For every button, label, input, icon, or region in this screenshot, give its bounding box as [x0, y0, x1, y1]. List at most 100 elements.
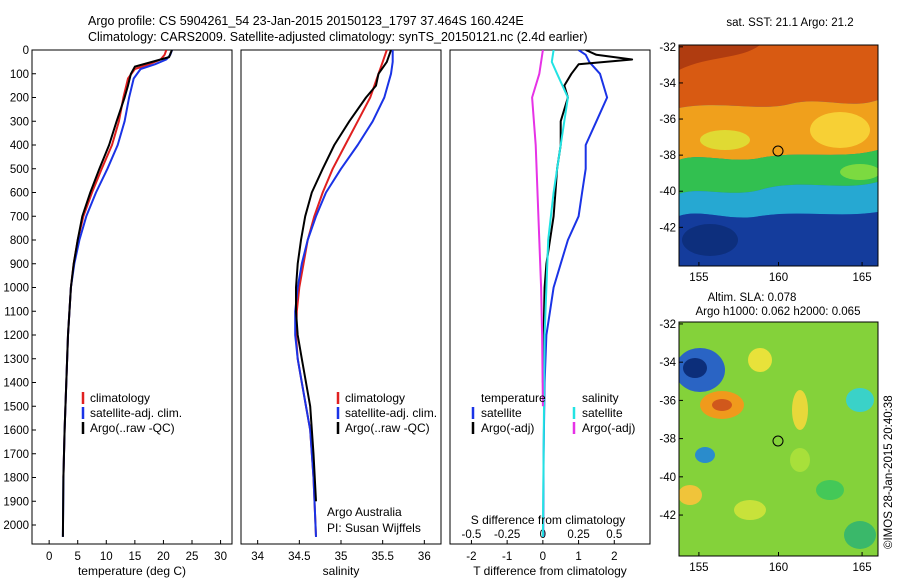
depth-tick-label: 700 [10, 211, 29, 223]
legend-climatology-label: climatology [90, 391, 150, 405]
depth-tick-label: 1900 [3, 496, 29, 508]
series-line [541, 50, 634, 383]
depth-axis: 0 100 200 300 400 500 600 700 800 900 1000 1100 1200… [3, 45, 36, 532]
series-line [295, 50, 392, 502]
depth-tick-label: 1200 [3, 330, 29, 342]
legend-s-argo-label: Argo(-adj) [582, 421, 635, 435]
sst-argo-location-marker [772, 145, 784, 157]
map-y-tick-label: -32 [659, 319, 676, 331]
depth-tick-label: 0 [23, 45, 29, 57]
depth-tick-label: 1800 [3, 473, 29, 485]
series-group [61, 50, 173, 537]
sst-map-axes: 155 160 165 -32 -34 -36 -38 -40 -42 [659, 42, 871, 284]
salinity-axes-frame [240, 49, 442, 545]
imos-watermark: ©IMOS 28-Jan-2015 20:40:38 [883, 395, 895, 549]
depth-tick-label: 2000 [3, 520, 29, 532]
legend-argo-label: Argo(..raw -QC) [90, 421, 175, 435]
x-tick-label: 35.5 [371, 551, 393, 563]
legend-argo-label: Argo(..raw -QC) [345, 421, 430, 435]
salinity-panel: 34 34.5 35 35.5 36 salinity climatology sate… [240, 49, 442, 578]
map-x-tick-label: 165 [852, 272, 871, 284]
temperature-panel: 0100200300400500600700800900100011001200… [3, 45, 233, 578]
depth-tick-label: 1700 [3, 449, 29, 461]
legend-temperature-title: temperature [481, 391, 546, 405]
salinity-series [294, 50, 394, 537]
series-group [294, 50, 394, 537]
map-y-tick-label: -40 [659, 186, 676, 198]
legend-climatology-label: climatology [345, 391, 405, 405]
map-y-tick-label: -36 [659, 395, 676, 407]
legend-t-satellite-label: satellite [481, 406, 522, 420]
legend-s-satellite-label: satellite [582, 406, 623, 420]
map-y-tick-label: -42 [659, 510, 676, 522]
x-tick-label: -1 [502, 551, 512, 563]
map-y-tick-label: -38 [659, 150, 676, 162]
x-tick-label: 36 [418, 551, 431, 563]
temperature-xlabel: temperature (deg C) [78, 564, 186, 578]
s-tick-label: 0.5 [606, 529, 622, 541]
sla-map-axes: 155 160 165 -32 -34 -36 -38 -40 -42 [659, 319, 871, 574]
figure-title-line2: Climatology: CARS2009. Satellite-adjuste… [88, 30, 588, 44]
depth-tick-label: 100 [10, 69, 29, 81]
s-difference-label: S difference from climatology [471, 513, 626, 527]
figure-title-line1: Argo profile: CS 5904261_54 23-Jan-2015 … [88, 14, 524, 28]
map-x-tick-label: 160 [769, 272, 788, 284]
difference-legend: temperature satellite Argo(-adj) salinit… [471, 391, 635, 435]
map-y-tick-label: -36 [659, 114, 676, 126]
map-x-tick-label: 155 [689, 562, 708, 574]
t-difference-xlabel: T difference from climatology [473, 564, 627, 578]
credit-line2: PI: Susan Wijffels [327, 521, 421, 535]
map-y-tick-label: -38 [659, 434, 676, 446]
difference-axes-frame [449, 49, 651, 545]
x-tick-label: 25 [186, 551, 199, 563]
x-tick-label: 10 [100, 551, 113, 563]
x-tick-label: 1 [575, 551, 581, 563]
sst-map-title: sat. SST: 21.1 Argo: 21.2 [726, 17, 853, 29]
depth-tick-label: 400 [10, 140, 29, 152]
legend-t-argo-label: Argo(-adj) [481, 421, 534, 435]
salinity-xlabel: salinity [323, 564, 360, 578]
depth-tick-label: 600 [10, 188, 29, 200]
depth-tick-label: 1500 [3, 401, 29, 413]
depth-tick-label: 1000 [3, 283, 29, 295]
map-y-tick-label: -42 [659, 222, 676, 234]
depth-tick-label: 1100 [4, 306, 29, 318]
x-tick-label: 2 [611, 551, 617, 563]
map-y-tick-label: -40 [659, 472, 676, 484]
sla-map-title-line2: Argo h1000: 0.062 h2000: 0.065 [696, 306, 861, 318]
x-tick-label: -2 [466, 551, 476, 563]
map-y-tick-label: -34 [659, 357, 676, 369]
depth-tick-label: 300 [10, 116, 29, 128]
temperature-axes-frame [31, 49, 233, 545]
depth-tick-label: 1400 [3, 378, 29, 390]
depth-tick-label: 500 [10, 164, 29, 176]
sla-map-panel: Altim. SLA: 0.078 Argo h1000: 0.062 h200… [659, 292, 879, 574]
salinity-x-axis: 34 34.5 35 35.5 36 [251, 540, 431, 563]
difference-series [531, 50, 634, 537]
x-tick-label: 0 [540, 551, 546, 563]
x-tick-label: 35 [335, 551, 348, 563]
salinity-legend: climatology satellite-adj. clim. Argo(..… [336, 391, 437, 435]
series-line [542, 50, 609, 537]
x-tick-label: 30 [214, 551, 227, 563]
map-x-tick-label: 155 [689, 272, 708, 284]
x-tick-label: 34 [251, 551, 264, 563]
depth-tick-label: 800 [10, 235, 29, 247]
legend-salinity-title: salinity [582, 391, 619, 405]
difference-panel: -2 -1 0 1 2 -0.5 -0.25 0 0.25 0.5 T difference f… [449, 49, 651, 578]
s-tick-label: -0.5 [462, 529, 482, 541]
s-tick-label: -0.25 [494, 529, 520, 541]
x-tick-label: 34.5 [288, 551, 310, 563]
legend-satellite-label: satellite-adj. clim. [90, 406, 182, 420]
depth-tick-label: 900 [10, 259, 29, 271]
series-line [531, 50, 544, 407]
series-group [531, 50, 634, 537]
x-tick-label: 0 [46, 551, 52, 563]
temperature-x-axis: 0 5 10 15 20 25 30 [46, 540, 227, 563]
credit-line1: Argo Australia [327, 505, 402, 519]
temperature-legend: climatology satellite-adj. clim. Argo(..… [81, 391, 182, 435]
map-y-tick-label: -34 [659, 78, 676, 90]
sla-map-image [679, 322, 878, 556]
depth-tick-label: 1300 [3, 354, 29, 366]
